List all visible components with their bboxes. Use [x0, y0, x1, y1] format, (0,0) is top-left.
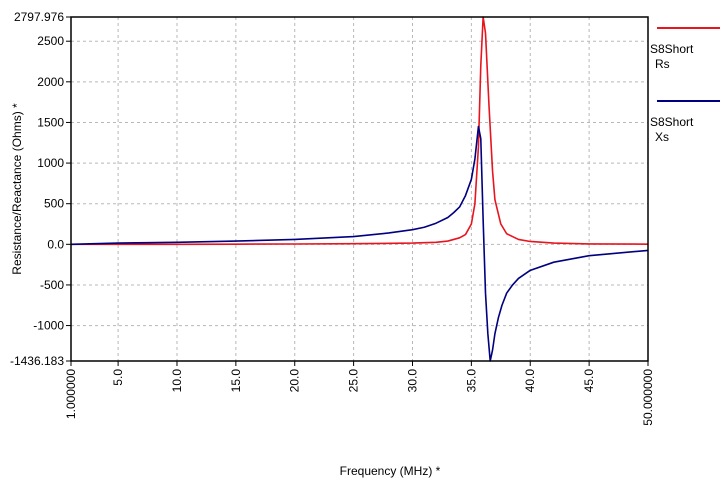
x-tick-label: 50.000000 [641, 369, 655, 426]
x-tick-label: 30.0 [405, 369, 419, 393]
series-line-rs [71, 16, 649, 246]
series-layer [70, 16, 649, 362]
x-tick-label: 5.0 [111, 369, 125, 386]
y-tick-label: 500 [44, 197, 64, 211]
x-tick-label: 20.0 [288, 369, 302, 393]
y-tick-label: -500 [40, 278, 64, 292]
x-tick-label: 35.0 [464, 369, 478, 393]
x-tick-label: 1.000000 [64, 369, 78, 419]
plot-frame [70, 16, 649, 362]
y-tick-label: 2000 [37, 75, 64, 89]
x-tick-label: 15.0 [229, 369, 243, 393]
x-tick-label: 45.0 [582, 369, 596, 393]
legend-label: Xs [655, 130, 669, 144]
x-tick-label: 10.0 [170, 369, 184, 393]
series-line-xs [70, 125, 649, 362]
legend-label: S8Short [650, 42, 694, 56]
x-axis-title: Frequency (MHz) * [340, 464, 441, 478]
y-tick-label: 0.0 [47, 237, 64, 251]
y-tick-label: -1436.183 [10, 354, 64, 368]
y-axis: 2797.976 2500 2000 1500 1000 500 0.0 -500 -1000 -… [10, 10, 71, 368]
y-tick-label: 1000 [37, 156, 64, 170]
y-tick-label: 1500 [37, 115, 64, 129]
x-tick-label: 40.0 [523, 369, 537, 393]
x-tick-label: 25.0 [347, 369, 361, 393]
y-axis-title: Resistance/Reactance (Ohms) * [10, 103, 24, 275]
x-axis: 1.000000 5.0 10.0 15.0 20.0 25.0 30.0 35.0 40.0 4… [64, 361, 655, 426]
y-tick-label: 2500 [37, 34, 64, 48]
y-tick-label: -1000 [33, 319, 64, 333]
legend-label: S8Short [650, 115, 694, 129]
grid [71, 17, 648, 361]
y-tick-label: 2797.976 [14, 10, 64, 24]
legend-label: Rs [655, 57, 670, 71]
